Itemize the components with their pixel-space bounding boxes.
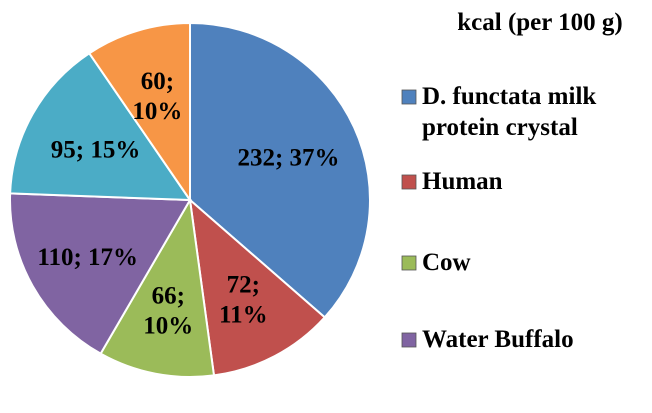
legend-item: Human — [401, 168, 503, 195]
pie-slice — [9, 51, 192, 202]
legend-marker — [401, 255, 417, 271]
pie-slices — [9, 21, 371, 378]
pie-slice-label: 232; 37% — [237, 144, 339, 171]
chart-title: kcal (per 100 g) — [457, 9, 623, 36]
pie-slice — [9, 192, 192, 356]
legend-item: Water Buffalo — [401, 326, 574, 353]
pie-slice — [99, 196, 216, 378]
pie-slice — [188, 197, 327, 377]
pie-slice-label: 95; 15% — [51, 136, 141, 163]
legend-item: D. functata milk protein crystal — [401, 83, 596, 141]
pie-slice-label: 110; 17% — [37, 244, 138, 271]
pie-slice-label: 66; 10% — [143, 282, 193, 339]
legend-item: Cow — [401, 249, 471, 276]
pie-slice-label: 72; 11% — [219, 271, 268, 328]
legend-label: Water Buffalo — [422, 326, 574, 353]
legend-marker — [401, 89, 417, 105]
legend-label: Cow — [422, 249, 471, 276]
legend: D. functata milk protein crystal Human Cow W… — [401, 83, 596, 353]
pie-slice-label: 60; 10% — [132, 68, 182, 125]
legend-marker — [401, 174, 417, 190]
legend-label: D. functata milk protein crystal — [422, 83, 596, 141]
legend-label: Human — [422, 168, 503, 195]
legend-marker — [401, 332, 417, 348]
pie-slice-labels: 232; 37% 72; 11% 66; 10%110; 17% 95; 15% 60; 10… — [37, 68, 339, 339]
pie-slice — [87, 21, 191, 204]
pie-slice — [189, 21, 371, 319]
